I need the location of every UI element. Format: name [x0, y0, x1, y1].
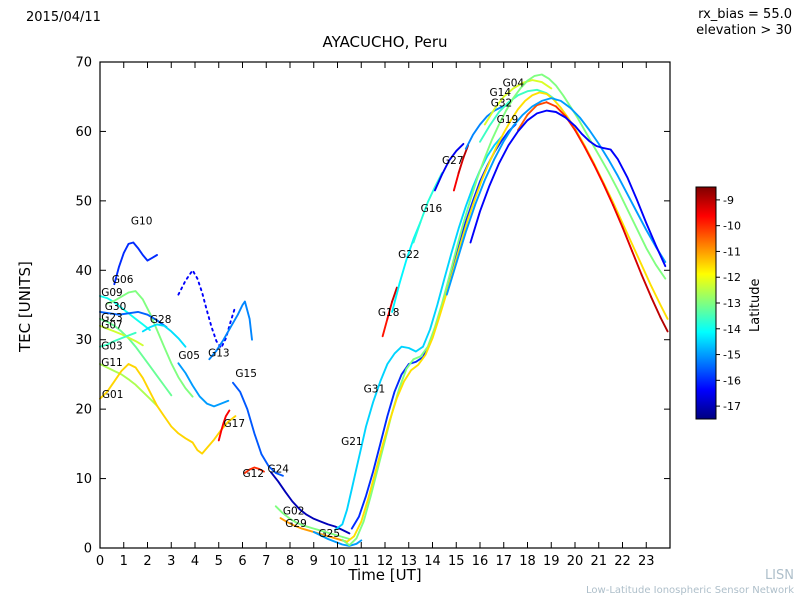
svg-text:G17: G17 [224, 418, 246, 430]
svg-text:-13: -13 [723, 297, 741, 310]
x-axis-label: Time [UT] [348, 566, 422, 584]
svg-text:40: 40 [75, 264, 92, 279]
svg-text:23: 23 [638, 554, 655, 569]
svg-text:70: 70 [75, 56, 92, 71]
svg-text:60: 60 [75, 125, 92, 140]
svg-text:G13: G13 [208, 347, 230, 359]
svg-text:G25: G25 [319, 528, 341, 540]
svg-text:G21: G21 [341, 436, 363, 448]
svg-text:19: 19 [543, 554, 560, 569]
svg-text:G28: G28 [150, 314, 172, 326]
svg-text:50: 50 [75, 194, 92, 209]
svg-text:G10: G10 [131, 215, 153, 227]
svg-text:G03: G03 [101, 340, 123, 352]
svg-text:12: 12 [377, 554, 394, 569]
svg-text:G05: G05 [178, 350, 200, 362]
svg-text:16: 16 [472, 554, 489, 569]
svg-text:G14: G14 [490, 87, 512, 99]
svg-text:14: 14 [424, 554, 441, 569]
elevation-label: elevation > 30 [696, 23, 792, 38]
svg-text:G29: G29 [285, 518, 307, 530]
svg-text:5: 5 [215, 554, 223, 569]
svg-text:G04: G04 [503, 77, 525, 89]
svg-text:8: 8 [286, 554, 294, 569]
svg-text:-16: -16 [723, 374, 741, 387]
svg-text:9: 9 [310, 554, 318, 569]
svg-text:10: 10 [329, 554, 346, 569]
svg-text:-14: -14 [723, 323, 741, 336]
svg-text:G09: G09 [101, 287, 123, 299]
svg-text:G22: G22 [398, 249, 420, 261]
date-label: 2015/04/11 [26, 10, 101, 25]
svg-text:-15: -15 [723, 349, 741, 362]
svg-text:-10: -10 [723, 220, 741, 233]
svg-text:-9: -9 [723, 194, 734, 207]
svg-text:22: 22 [614, 554, 631, 569]
watermark-lisn: LISN [764, 568, 794, 583]
svg-text:-17: -17 [723, 400, 741, 413]
svg-text:13: 13 [400, 554, 417, 569]
svg-text:G32: G32 [491, 97, 513, 109]
plot-title: AYACUCHO, Peru [322, 33, 448, 51]
svg-text:G12: G12 [243, 468, 265, 480]
svg-text:G30: G30 [105, 301, 127, 313]
svg-text:7: 7 [262, 554, 270, 569]
svg-text:G07: G07 [101, 320, 123, 332]
svg-text:-12: -12 [723, 271, 741, 284]
svg-text:G27: G27 [442, 155, 464, 167]
svg-text:2: 2 [143, 554, 151, 569]
svg-text:G19: G19 [497, 114, 519, 126]
svg-text:15: 15 [448, 554, 465, 569]
svg-text:17: 17 [495, 554, 512, 569]
svg-text:-11: -11 [723, 245, 741, 258]
svg-text:0: 0 [84, 542, 92, 557]
svg-text:20: 20 [75, 403, 92, 418]
svg-text:G18: G18 [378, 307, 400, 319]
svg-text:30: 30 [75, 333, 92, 348]
svg-text:G06: G06 [112, 274, 134, 286]
watermark-network: Low-Latitude Ionospheric Sensor Network [586, 585, 794, 596]
svg-text:20: 20 [567, 554, 584, 569]
svg-text:6: 6 [238, 554, 246, 569]
svg-text:4: 4 [191, 554, 199, 569]
svg-text:1: 1 [120, 554, 128, 569]
rx-bias-label: rx_bias = 55.0 [698, 7, 792, 22]
svg-text:G15: G15 [235, 368, 257, 380]
svg-text:3: 3 [167, 554, 175, 569]
svg-text:18: 18 [519, 554, 536, 569]
svg-text:G16: G16 [421, 203, 443, 215]
svg-text:G11: G11 [101, 357, 123, 369]
svg-text:0: 0 [96, 554, 104, 569]
svg-text:11: 11 [353, 554, 370, 569]
svg-text:G01: G01 [102, 389, 124, 401]
svg-text:21: 21 [590, 554, 607, 569]
svg-text:10: 10 [75, 472, 92, 487]
svg-text:G23: G23 [101, 312, 123, 324]
svg-text:G02: G02 [283, 506, 305, 518]
svg-text:G31: G31 [364, 383, 386, 395]
svg-text:G24: G24 [267, 463, 289, 475]
